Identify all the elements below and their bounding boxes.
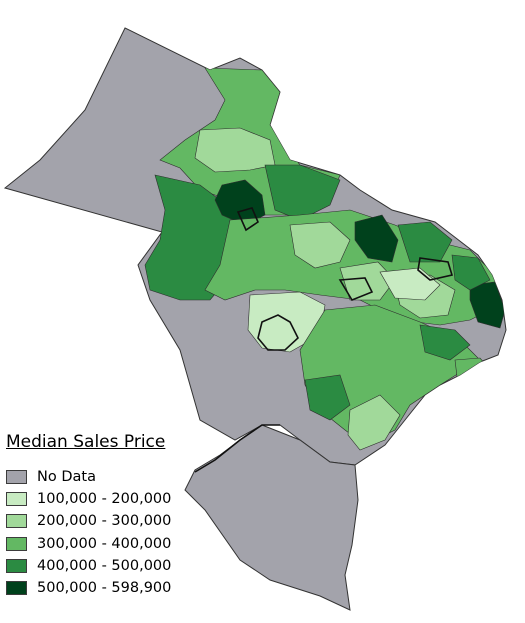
legend-label: 300,000 - 400,000 [37, 535, 172, 552]
tract-region [347, 394, 401, 451]
legend-swatch [6, 581, 27, 596]
southern-county [184, 424, 359, 611]
legend: Median Sales Price No Data 100,000 - 200,… [6, 432, 206, 599]
tract-region [264, 164, 341, 221]
legend-label: 100,000 - 200,000 [37, 491, 172, 508]
tract-region [397, 221, 453, 263]
legend-items: No Data 100,000 - 200,000 200,000 - 300,00… [6, 466, 206, 599]
legend-swatch [6, 536, 27, 551]
legend-item: 400,000 - 500,000 [6, 555, 206, 577]
legend-swatch [6, 514, 27, 529]
legend-swatch [6, 492, 27, 507]
legend-item: 100,000 - 200,000 [6, 488, 206, 510]
tract-region [304, 374, 351, 421]
legend-label: 500,000 - 598,900 [37, 580, 172, 597]
tract-region [454, 357, 493, 391]
inner-boundaries [194, 207, 454, 473]
legend-item: 300,000 - 400,000 [6, 533, 206, 555]
legend-item: 500,000 - 598,900 [6, 577, 206, 599]
tract-region [419, 324, 471, 361]
legend-swatch [6, 470, 27, 485]
legend-label: 400,000 - 500,000 [37, 557, 172, 574]
tract-region [451, 254, 491, 291]
legend-item: 200,000 - 300,000 [6, 510, 206, 532]
tract-region [354, 214, 399, 263]
legend-swatch [6, 558, 27, 573]
legend-item: No Data [6, 466, 206, 488]
legend-title: Median Sales Price [6, 432, 166, 452]
tract-region [194, 127, 276, 173]
tract-region [289, 221, 351, 269]
legend-label: No Data [37, 469, 96, 486]
legend-label: 200,000 - 300,000 [37, 513, 172, 530]
